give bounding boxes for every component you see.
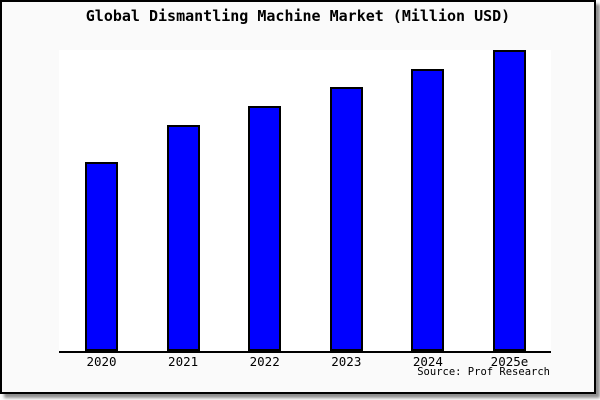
plot-area xyxy=(59,50,551,353)
x-tick-label-2021: 2021 xyxy=(168,354,199,369)
x-tick-label-2022: 2022 xyxy=(249,354,280,369)
bar-2023 xyxy=(330,87,363,351)
bar-2024 xyxy=(411,69,444,351)
x-tick-label-2025e: 2025e xyxy=(490,354,529,369)
source-caption: Source: Prof Research xyxy=(417,366,550,378)
bar-2022 xyxy=(248,106,281,351)
x-axis-labels: 2020 2021 2022 2023 2024 2025e xyxy=(2,354,594,370)
bar-2020 xyxy=(85,162,118,351)
bar-2021 xyxy=(167,125,200,351)
x-tick-label-2023: 2023 xyxy=(331,354,362,369)
bar-2025e xyxy=(493,50,526,351)
x-tick-label-2020: 2020 xyxy=(86,354,117,369)
x-tick-label-2024: 2024 xyxy=(412,354,443,369)
chart-panel: Global Dismantling Machine Market (Milli… xyxy=(0,0,596,394)
chart-title: Global Dismantling Machine Market (Milli… xyxy=(85,7,511,25)
